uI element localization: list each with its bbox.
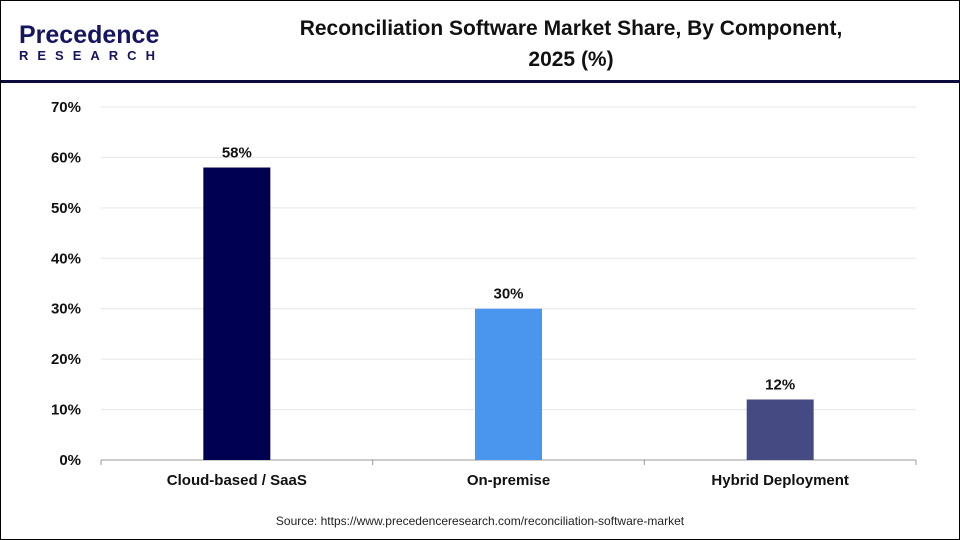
logo: Precedence RESEARCH	[19, 23, 164, 64]
x-tick-label: Hybrid Deployment	[711, 472, 849, 489]
x-tick-label: Cloud-based / SaaS	[167, 472, 307, 489]
bar	[475, 308, 542, 460]
bar	[203, 167, 271, 460]
source-note: Source: https://www.precedenceresearch.c…	[275, 514, 685, 528]
y-tick-label: 70%	[51, 99, 81, 116]
y-tick-label: 30%	[51, 301, 81, 318]
data-label: 58%	[222, 145, 252, 162]
y-tick-label: 20%	[51, 351, 81, 368]
title-line2: 2025 (%)	[528, 48, 614, 71]
x-tick-label: On-premise	[467, 472, 550, 489]
y-tick-label: 50%	[51, 200, 81, 217]
y-tick-label: 60%	[51, 149, 81, 166]
y-tick-label: 0%	[59, 452, 81, 469]
y-tick-label: 10%	[51, 402, 81, 419]
data-label: 30%	[493, 286, 523, 303]
logo-line1: Precedence	[19, 21, 160, 49]
bar	[746, 399, 814, 460]
header: Precedence RESEARCH Reconciliation Softw…	[1, 1, 959, 83]
chart-title: Reconciliation Software Market Share, By…	[231, 13, 911, 75]
data-label: 12%	[765, 376, 795, 393]
title-line1: Reconciliation Software Market Share, By…	[299, 17, 843, 40]
y-tick-label: 40%	[51, 250, 81, 267]
logo-line2: RESEARCH	[19, 48, 164, 63]
